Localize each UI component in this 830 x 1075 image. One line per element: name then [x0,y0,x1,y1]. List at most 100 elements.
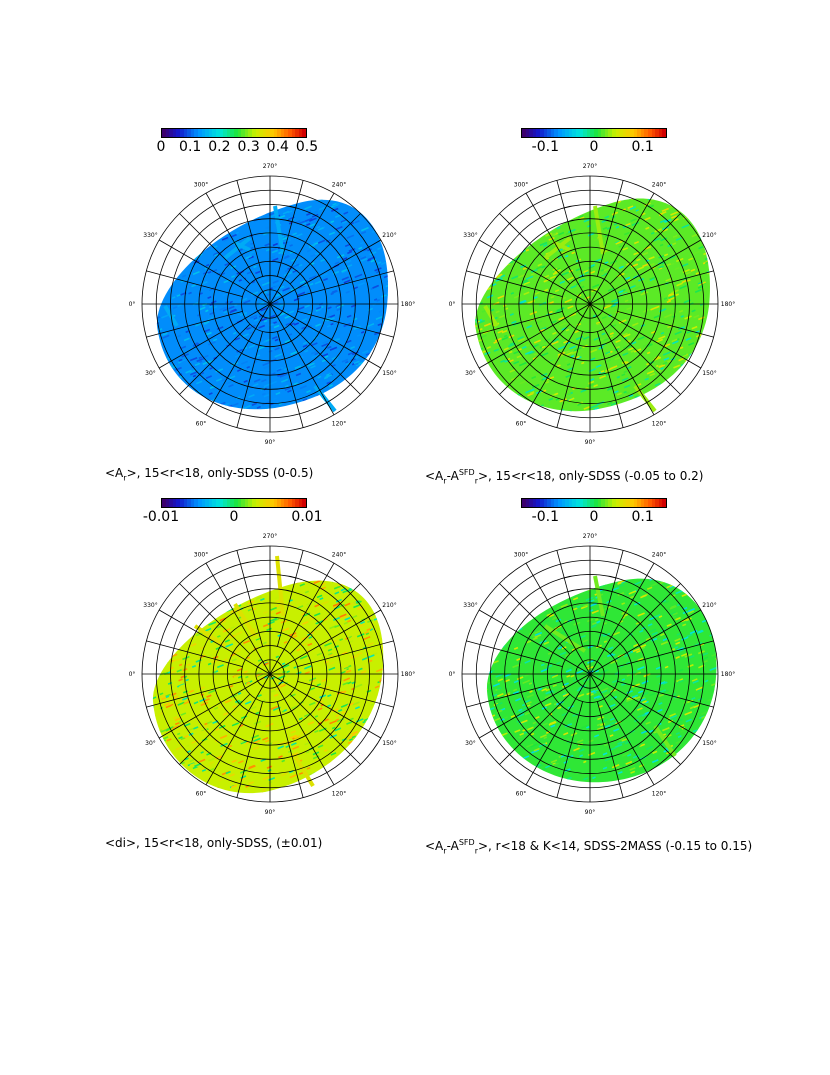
data-pixel [605,359,612,363]
data-pixel [714,717,717,722]
data-pixel [366,642,374,647]
colorbar-segment [172,499,177,507]
colorbar-segment [615,499,620,507]
data-pixel [150,563,156,567]
data-pixel [376,346,384,351]
data-pixel [713,384,718,387]
data-pixel [596,722,604,727]
data-pixel [348,738,353,742]
data-pixel [400,340,405,343]
data-pixel [486,656,492,661]
colorbar-segment [190,499,195,507]
data-pixel [649,372,656,377]
data-pixel [487,260,495,265]
longitude-line [609,583,681,655]
data-pixel [401,267,406,270]
data-pixel [265,642,270,646]
data-pixel [681,279,688,284]
colorbar-segment [626,499,631,507]
data-pixel [657,362,664,367]
data-pixel [173,402,180,407]
data-pixel [313,580,321,585]
data-pixel [505,216,514,221]
data-pixel [509,578,517,582]
data-pixel [498,403,505,408]
longitude-line [499,323,571,395]
data-pixel [490,569,494,572]
data-pixel [564,298,573,304]
data-pixel [685,403,692,407]
data-pixel [189,759,195,763]
data-pixel [340,703,349,708]
data-pixel [711,653,717,657]
data-pixel [162,202,168,207]
data-pixel [678,191,684,195]
data-pixel [355,572,359,575]
data-pixel [263,610,269,615]
data-pixel [343,664,349,669]
data-pixel [362,720,366,724]
data-pixel [391,565,396,568]
data-pixel [668,255,676,260]
data-pixel [663,600,669,604]
colorbar: 0 0.1 0.2 0.3 0.4 0.5 [105,128,435,168]
data-pixel [701,198,706,200]
data-pixel [533,296,538,300]
data-pixel [487,203,493,207]
data-pixel [390,675,394,678]
data-pixel [274,408,280,410]
data-pixel [547,651,553,655]
data-pixel [287,416,293,420]
data-pixel [376,713,384,718]
longitude-label: 120° [332,791,346,798]
data-pixel [196,570,203,574]
data-pixel [682,623,687,627]
data-pixel [518,343,524,348]
data-pixel [643,191,651,195]
data-pixel [725,648,732,652]
data-pixel [599,337,606,342]
data-pixel [540,372,548,377]
data-pixel [602,571,607,574]
data-pixel [494,747,499,751]
data-pixel [504,678,510,683]
data-pixel [489,568,496,572]
data-pixel [296,224,301,228]
data-pixel [312,409,318,413]
data-pixel [168,603,176,607]
data-pixel [261,378,267,383]
data-pixel [252,208,258,212]
data-pixel [593,695,600,700]
data-pixel [184,598,190,603]
data-pixel [533,407,541,412]
data-pixel [302,340,311,345]
data-pixel [386,418,391,421]
data-pixel [302,398,308,402]
data-pixel [354,273,363,279]
data-pixel [279,373,288,378]
data-pixel [724,412,728,415]
data-pixel [305,750,310,754]
data-pixel [399,631,403,634]
longitude-label: 240° [332,551,346,558]
data-pixel [533,339,541,344]
data-pixel [557,646,563,650]
data-pixel [391,194,397,198]
data-pixel [567,305,574,310]
data-pixel [231,658,237,662]
data-pixel [248,606,253,610]
data-pixel [524,602,531,606]
data-pixel [212,338,218,342]
data-pixel [520,719,528,724]
data-pixel [272,257,279,262]
colorbar-tick-label: 0.1 [179,139,202,155]
data-pixel [223,310,229,314]
longitude-line [297,310,394,338]
data-pixel [567,367,574,371]
data-pixel [572,712,579,717]
data-pixel [468,617,473,620]
longitude-line [617,310,714,338]
data-pixel [529,311,538,316]
data-pixel [715,688,717,692]
data-pixel [182,402,187,406]
